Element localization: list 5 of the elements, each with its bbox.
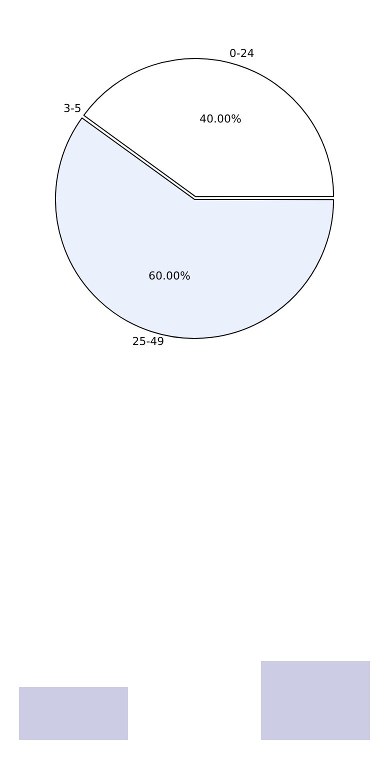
slice-label: 0-24 (229, 46, 254, 60)
category-label: 3-5 (63, 102, 82, 115)
data-label: 40.00% (200, 112, 242, 126)
slice-label: 25-49 (132, 334, 164, 348)
data-label: 60.00% (148, 269, 190, 282)
